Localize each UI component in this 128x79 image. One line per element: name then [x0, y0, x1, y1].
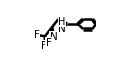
Text: H: H — [58, 17, 66, 27]
Text: F: F — [41, 41, 47, 51]
Text: N: N — [58, 24, 66, 34]
Text: N: N — [50, 32, 57, 42]
Text: F: F — [34, 30, 40, 40]
Text: F: F — [46, 38, 51, 48]
